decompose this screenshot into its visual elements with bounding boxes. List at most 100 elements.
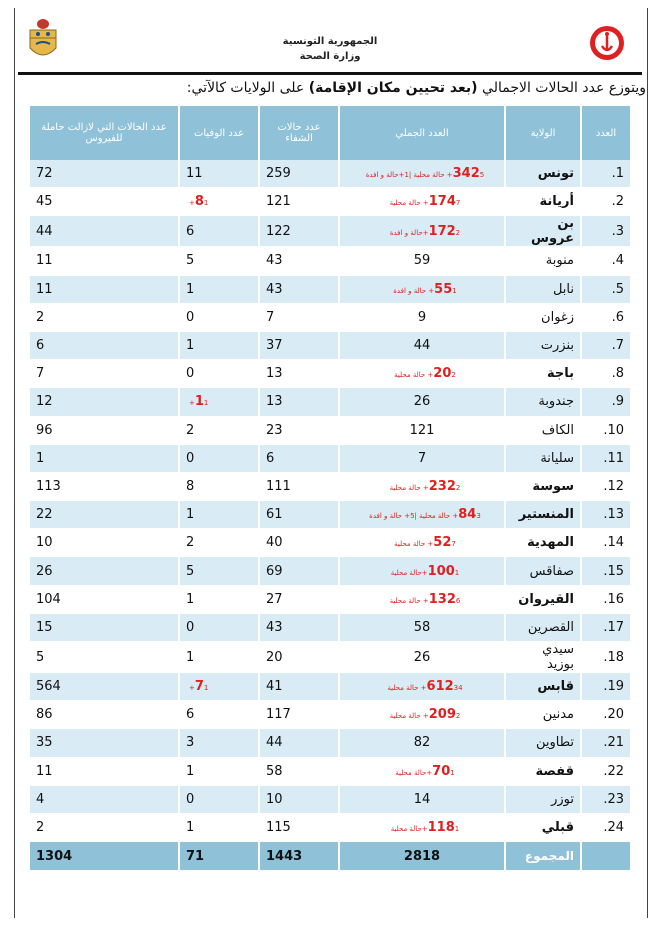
row-governorate: منوبة — [506, 247, 580, 276]
row-governorate: سوسة — [506, 472, 580, 502]
table-row: 1. تونس 3425+ حالة محلية |1+حالة و افدة 259… — [30, 160, 630, 189]
row-total: 2322+ حالة محلية — [340, 472, 504, 502]
col-header-governorate: الولاية — [506, 106, 580, 160]
row-governorate: قفصة — [506, 757, 580, 786]
deaths-value: 1 — [186, 281, 195, 297]
new-cases-note: 1+حالة محلية — [390, 825, 460, 834]
row-total: 202+ حالة محلية — [340, 360, 504, 389]
row-deaths: 2 — [180, 529, 258, 558]
letterhead: الجمهورية التونسية وزارة الصحة — [240, 34, 420, 64]
deaths-value: 0 — [186, 366, 195, 382]
new-cases-note: 34+ حالة محلية — [387, 684, 463, 693]
deaths-value: 2 — [186, 535, 195, 551]
tunisia-coat-of-arms-icon — [29, 19, 57, 56]
row-index: 14. — [582, 529, 630, 558]
row-index: 12. — [582, 472, 630, 502]
row-recovered: 122 — [260, 216, 338, 248]
total-value: 174 — [428, 194, 456, 210]
row-deaths: 81+ — [180, 188, 258, 217]
row-active: 1 — [30, 444, 178, 473]
row-deaths: 0 — [180, 444, 258, 473]
new-cases-note: 5+ حالة محلية |1+حالة و افدة — [365, 171, 485, 180]
row-governorate: قابس — [506, 673, 580, 702]
row-total: 551+ حالة و افدة — [340, 275, 504, 304]
table-row: 14. المهدية 527+ حالة محلية 40 2 10 — [30, 529, 630, 558]
total-value: 70 — [432, 763, 451, 779]
total-value: 14 — [413, 791, 431, 807]
total-value: 232 — [428, 478, 456, 494]
row-recovered: 6 — [260, 444, 338, 473]
row-index: 2. — [582, 188, 630, 217]
new-deaths-note: 1+ — [189, 399, 209, 408]
row-deaths: 6 — [180, 216, 258, 248]
deaths-value: 0 — [186, 309, 195, 325]
row-total: 2092+ حالة محلية — [340, 701, 504, 730]
row-recovered: 58 — [260, 757, 338, 786]
row-active: 12 — [30, 388, 178, 417]
row-index: 3. — [582, 216, 630, 248]
row-active: 564 — [30, 673, 178, 702]
deaths-value: 1 — [186, 649, 195, 665]
row-recovered: 40 — [260, 529, 338, 558]
row-deaths: 1 — [180, 275, 258, 304]
total-value: 100 — [427, 563, 455, 579]
deaths-value: 1 — [194, 394, 204, 410]
row-deaths: 11+ — [180, 388, 258, 417]
row-index: 24. — [582, 813, 630, 843]
row-governorate: مدنين — [506, 701, 580, 730]
deaths-value: 2 — [186, 422, 195, 438]
row-recovered: 69 — [260, 557, 338, 586]
total-value: 118 — [427, 820, 455, 836]
row-governorate: أريانة — [506, 188, 580, 217]
row-governorate: تونس — [506, 160, 580, 189]
row-total: 26 — [340, 642, 504, 673]
row-governorate: زغوان — [506, 303, 580, 332]
row-total: 82 — [340, 729, 504, 758]
row-deaths: 5 — [180, 247, 258, 276]
row-index: 23. — [582, 785, 630, 814]
col-header-active: عدد الحالات التي لازالت حاملة للفيروس — [30, 106, 178, 160]
deaths-value: 8 — [194, 194, 204, 210]
row-total: 1747+ حالة محلية — [340, 188, 504, 217]
deaths-value: 1 — [186, 763, 195, 779]
totals-total: 2818 — [340, 842, 504, 872]
row-deaths: 71+ — [180, 673, 258, 702]
row-total: 121 — [340, 416, 504, 445]
row-total: 701+حالة محلية — [340, 757, 504, 786]
row-index: 8. — [582, 360, 630, 389]
row-active: 4 — [30, 785, 178, 814]
total-value: 55 — [434, 281, 453, 297]
row-index: 18. — [582, 642, 630, 673]
row-deaths: 1 — [180, 331, 258, 361]
row-active: 15 — [30, 613, 178, 642]
row-governorate: جندوبة — [506, 388, 580, 417]
row-active: 113 — [30, 472, 178, 502]
row-governorate: الكاف — [506, 416, 580, 445]
row-active: 26 — [30, 557, 178, 586]
row-deaths: 3 — [180, 729, 258, 758]
total-value: 20 — [433, 366, 452, 382]
row-active: 96 — [30, 416, 178, 445]
total-value: 82 — [413, 735, 431, 751]
row-recovered: 259 — [260, 160, 338, 189]
row-active: 10 — [30, 529, 178, 558]
row-governorate: تطاوين — [506, 729, 580, 758]
row-deaths: 1 — [180, 813, 258, 843]
row-active: 72 — [30, 160, 178, 189]
deaths-value: 1 — [186, 591, 195, 607]
col-header-deaths: عدد الوفيات — [180, 106, 258, 160]
row-index: 7. — [582, 331, 630, 361]
row-total: 44 — [340, 331, 504, 361]
total-value: 26 — [413, 649, 431, 665]
row-total: 1001+حالة محلية — [340, 557, 504, 586]
total-value: 59 — [413, 253, 431, 269]
table-row: 24. قبلي 1181+حالة محلية 115 1 2 — [30, 813, 630, 843]
row-total: 527+ حالة محلية — [340, 529, 504, 558]
deaths-value: 6 — [186, 707, 195, 723]
row-recovered: 10 — [260, 785, 338, 814]
new-cases-note: 2+ حالة محلية — [389, 712, 461, 721]
row-recovered: 37 — [260, 331, 338, 361]
row-governorate: بن عروس — [506, 216, 580, 248]
new-deaths-note: 1+ — [189, 684, 209, 693]
row-index: 20. — [582, 701, 630, 730]
